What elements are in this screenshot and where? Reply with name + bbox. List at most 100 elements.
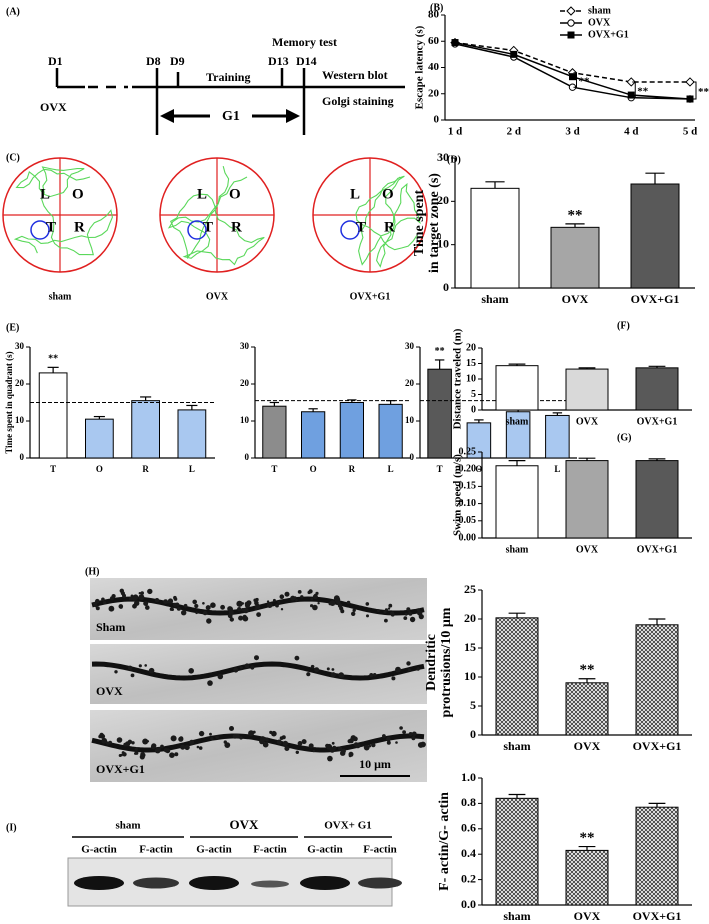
y-tick-label: 0.25 (459, 446, 477, 457)
x-tick-label: OVX+G1 (637, 544, 678, 555)
quadrant-label: R (231, 219, 242, 235)
x-tick-label: OVX (576, 416, 599, 427)
marker (685, 77, 695, 87)
micrograph-label: OVX (96, 684, 123, 698)
lane-label: F-actin (253, 844, 287, 856)
spine (138, 594, 145, 601)
spine (202, 610, 208, 616)
spine (418, 614, 424, 620)
spine (195, 611, 198, 615)
quadrant-label: R (384, 219, 395, 235)
spine (181, 610, 187, 616)
significance-bracket (693, 81, 697, 100)
marker (626, 77, 636, 87)
phase-label: Training (206, 70, 250, 84)
panel-label: (E) (6, 322, 19, 333)
y-tick-label: 0.0 (461, 897, 476, 911)
x-tick-label: OVX (574, 739, 601, 753)
day-label: D9 (170, 54, 185, 68)
spine (237, 607, 242, 612)
spine (369, 673, 374, 678)
bar (635, 624, 679, 736)
spine (123, 742, 128, 747)
spine (205, 605, 211, 611)
spine (160, 744, 164, 749)
y-tick-label: 10 (466, 373, 476, 384)
y-tick-label: 60 (428, 35, 440, 47)
platform (340, 220, 360, 240)
marker (627, 91, 635, 99)
y-tick-label: 0.15 (459, 481, 477, 492)
spine (256, 612, 261, 617)
spine (276, 739, 282, 745)
spine (336, 601, 341, 606)
spine (338, 672, 345, 678)
y-tick-label: 30 (437, 150, 449, 164)
x-tick-label: 5 d (683, 126, 697, 138)
spine (382, 734, 386, 738)
y-tick-label: 5 (471, 389, 476, 400)
spine (138, 664, 142, 668)
band (189, 876, 239, 890)
y-axis-label: in target zone (s) (427, 173, 442, 273)
x-tick-label: T (437, 464, 443, 474)
spine (114, 670, 118, 674)
spine (377, 609, 380, 612)
spine (198, 746, 203, 750)
spine (340, 609, 345, 614)
y-tick-label: 20 (15, 378, 25, 388)
spine (269, 730, 273, 735)
spine (148, 667, 155, 674)
x-tick-label: OVX+G1 (633, 739, 682, 753)
spine (243, 607, 249, 614)
spine (229, 726, 234, 731)
spine (416, 667, 420, 671)
spine (295, 599, 298, 602)
spine (102, 601, 107, 605)
x-tick-label: R (142, 464, 149, 474)
spine (173, 737, 177, 741)
spine (404, 612, 408, 616)
bar (495, 465, 539, 539)
significance-bracket (632, 81, 636, 99)
quadrant-label: O (229, 186, 241, 202)
spine (154, 747, 161, 754)
spine (329, 600, 336, 606)
marker (566, 6, 576, 16)
bar (339, 402, 364, 459)
y-tick-label: 0 (245, 452, 250, 462)
spine (206, 618, 212, 624)
group-label: sham (49, 291, 72, 302)
y-tick-label: 20 (466, 342, 476, 353)
spine (368, 744, 372, 748)
bar (565, 368, 609, 411)
bar (495, 797, 539, 906)
panel-label: (A) (6, 6, 20, 17)
x-tick-label: OVX (562, 292, 589, 306)
bar (38, 372, 68, 459)
spine (210, 602, 216, 608)
x-tick-label: T (271, 464, 277, 474)
x-tick-label: 1 d (448, 126, 462, 138)
y-tick-label: 0 (434, 114, 440, 126)
spine (371, 742, 376, 748)
timeline: D1 OVX D8 D9 D13 D14 Training Memory tes… (40, 35, 405, 135)
spine (346, 600, 351, 605)
bar (565, 849, 609, 906)
spine (207, 680, 213, 686)
spine (217, 673, 224, 680)
spine (365, 602, 370, 606)
y-tick-label: 0.00 (459, 532, 477, 543)
quadrant-label: T (356, 219, 366, 235)
spine (262, 741, 269, 748)
significance-label: ** (698, 86, 709, 98)
x-tick-label: 2 d (507, 126, 521, 138)
spine (275, 603, 279, 608)
spine (282, 740, 289, 747)
spine (184, 744, 190, 751)
spine (294, 655, 300, 661)
spine (293, 596, 297, 599)
spine (242, 615, 249, 622)
micrograph-label: OVX+G1 (96, 762, 145, 776)
